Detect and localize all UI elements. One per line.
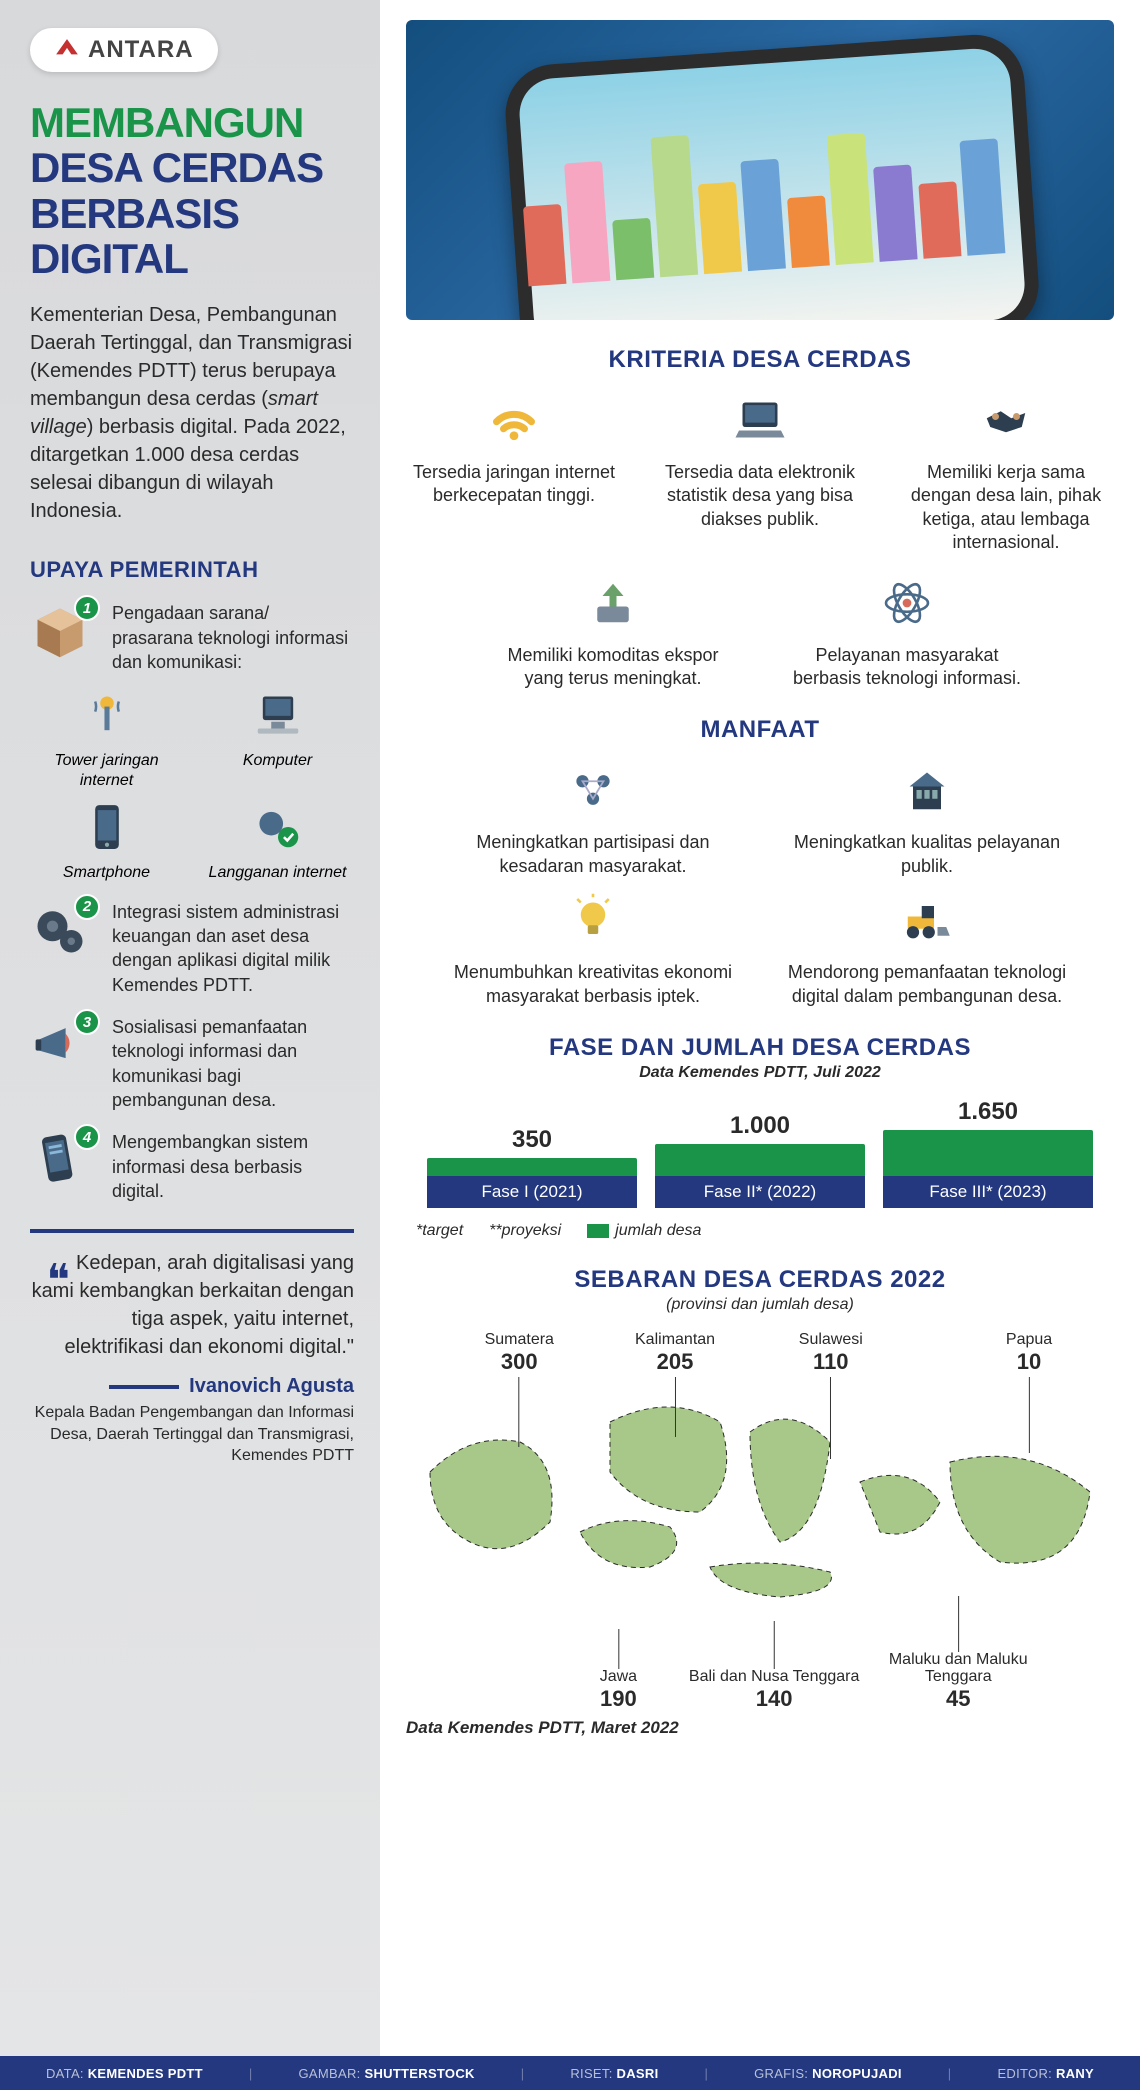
sebaran-heading: SEBARAN DESA CERDAS 2022 [406, 1266, 1114, 1294]
fase-source: Data Kemendes PDTT, Juli 2022 [406, 1064, 1114, 1082]
kriteria-heading: KRITERIA DESA CERDAS [406, 346, 1114, 374]
manfaat-heading: MANFAAT [406, 716, 1114, 744]
upaya-item-3: 3 Sosialisasi pemanfaatan teknologi info… [30, 1015, 354, 1112]
indonesia-map: Sumatera300Kalimantan205Sulawesi110Papua… [406, 1332, 1114, 1712]
fase-legend: *target **proyeksi jumlah desa [406, 1222, 1114, 1240]
quote-divider [30, 1229, 354, 1233]
wifi-icon [486, 392, 542, 448]
upaya-item-4: 4 Mengembangkan sistem informasi desa be… [30, 1130, 354, 1203]
laptop-icon [732, 392, 788, 448]
building-icon [899, 762, 955, 818]
lightbulb-icon [565, 892, 621, 948]
hero-illustration [406, 20, 1114, 320]
quote-author: Ivanovich Agusta [30, 1375, 354, 1398]
smartphone-icon [80, 800, 134, 854]
footer-credits: DATA: KEMENDES PDTT|GAMBAR: SHUTTERSTOCK… [0, 2056, 1140, 2090]
tower-icon [80, 688, 134, 742]
sebaran-subtitle: (provinsi dan jumlah desa) [406, 1296, 1114, 1314]
upaya-heading: UPAYA PEMERINTAH [30, 557, 354, 583]
kriteria-grid-2: Memiliki komoditas ekspor yang terus men… [406, 575, 1114, 691]
handshake-icon [978, 392, 1034, 448]
bulldozer-icon [899, 892, 955, 948]
people-icon [565, 762, 621, 818]
export-icon [585, 575, 641, 631]
antara-logo-icon [54, 37, 80, 63]
computer-icon [251, 688, 305, 742]
antara-logo-text: ANTARA [88, 36, 194, 64]
fase-chart: 350 Fase I (2021)1.000 Fase II* (2022)1.… [406, 1098, 1114, 1208]
upaya-subgrid: Tower jaringan internet Komputer Smartph… [30, 688, 354, 882]
manfaat-grid: Meningkatkan partisipasi dan kesadaran m… [406, 762, 1114, 1008]
fase-heading: FASE DAN JUMLAH DESA CERDAS [406, 1034, 1114, 1062]
kriteria-grid: Tersedia jaringan internet berkecepatan … [406, 392, 1114, 555]
intro-text: Kementerian Desa, Pembangunan Daerah Ter… [30, 301, 354, 525]
quote-role: Kepala Badan Pengembangan dan Informasi … [30, 1402, 354, 1467]
upaya-item-1: 1 Pengadaan sarana/ prasarana teknologi … [30, 601, 354, 674]
sebaran-source: Data Kemendes PDTT, Maret 2022 [406, 1718, 1114, 1738]
page-title: MEMBANGUN DESA CERDAS BERBASIS DIGITAL [30, 100, 354, 281]
internet-subscription-icon [251, 800, 305, 854]
upaya-item-2: 2 Integrasi sistem administrasi keuangan… [30, 900, 354, 997]
quote-text: ❝Kedepan, arah digitalisasi yang kami ke… [30, 1249, 354, 1361]
atom-icon [879, 575, 935, 631]
antara-logo: ANTARA [30, 28, 218, 72]
